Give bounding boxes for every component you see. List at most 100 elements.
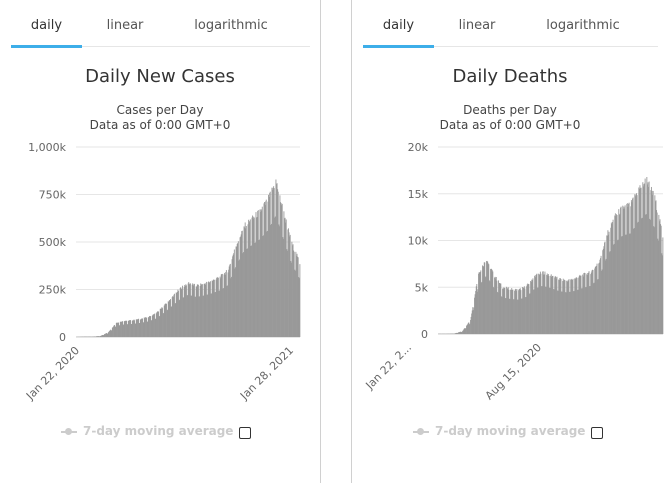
bar bbox=[296, 255, 297, 337]
bar bbox=[136, 319, 138, 337]
bar bbox=[584, 272, 586, 334]
bar bbox=[566, 280, 568, 334]
bar bbox=[285, 219, 287, 337]
bar bbox=[560, 279, 562, 334]
bar bbox=[240, 236, 242, 337]
bar bbox=[286, 249, 288, 337]
bar bbox=[496, 280, 498, 334]
tab-logarithmic[interactable]: logarithmic bbox=[546, 18, 620, 33]
bar bbox=[205, 281, 207, 337]
bar bbox=[241, 230, 243, 337]
bar bbox=[646, 177, 648, 334]
tab-daily[interactable]: daily bbox=[363, 0, 434, 48]
bar bbox=[265, 201, 267, 337]
bar bbox=[153, 314, 155, 337]
bar bbox=[562, 278, 564, 334]
bar bbox=[516, 289, 518, 334]
bar bbox=[585, 287, 587, 334]
bar bbox=[147, 317, 149, 337]
bar bbox=[157, 311, 159, 337]
bar bbox=[634, 196, 636, 334]
bar bbox=[262, 236, 264, 337]
bar bbox=[182, 285, 183, 337]
bar bbox=[213, 279, 215, 337]
bar bbox=[656, 210, 658, 334]
moving-average-checkbox[interactable] bbox=[591, 427, 603, 439]
bar bbox=[495, 276, 497, 334]
bar bbox=[211, 293, 212, 337]
bar bbox=[578, 277, 580, 334]
bar bbox=[135, 319, 137, 337]
bar bbox=[239, 259, 240, 337]
bar bbox=[506, 286, 508, 334]
bar bbox=[98, 336, 100, 337]
bar bbox=[223, 274, 225, 337]
bar bbox=[262, 235, 264, 337]
bar bbox=[543, 274, 545, 334]
bar bbox=[521, 298, 522, 334]
bar bbox=[219, 290, 220, 337]
bar bbox=[104, 333, 106, 337]
bar bbox=[649, 218, 651, 334]
bar bbox=[637, 221, 639, 334]
bar bbox=[643, 184, 645, 334]
bar bbox=[207, 294, 208, 337]
bar bbox=[296, 253, 298, 337]
bar bbox=[233, 253, 235, 337]
bar bbox=[225, 272, 227, 337]
bar bbox=[290, 262, 292, 337]
bar bbox=[481, 281, 483, 334]
bar bbox=[641, 217, 643, 334]
bar bbox=[289, 234, 291, 337]
bar bbox=[542, 271, 544, 334]
bar bbox=[598, 263, 600, 334]
bar bbox=[133, 319, 135, 337]
bar bbox=[549, 287, 551, 334]
bar bbox=[248, 219, 250, 337]
bar bbox=[276, 184, 277, 337]
bar bbox=[263, 203, 265, 337]
bar bbox=[644, 183, 646, 334]
tab-daily[interactable]: daily bbox=[11, 0, 82, 48]
bar bbox=[660, 225, 662, 334]
bar bbox=[228, 269, 230, 337]
bar bbox=[511, 288, 513, 334]
bar bbox=[193, 283, 195, 337]
bar bbox=[586, 274, 588, 334]
bar bbox=[162, 313, 164, 337]
y-tick-label: 0 bbox=[59, 331, 66, 344]
bar bbox=[177, 289, 179, 337]
bar bbox=[286, 250, 288, 337]
bar bbox=[246, 248, 248, 337]
bar bbox=[642, 182, 644, 334]
bar bbox=[106, 333, 108, 337]
bar bbox=[178, 300, 180, 337]
bar bbox=[563, 279, 565, 334]
bar bbox=[550, 275, 552, 334]
legend-moving-average[interactable]: 7-day moving average bbox=[435, 424, 586, 438]
legend-moving-average[interactable]: 7-day moving average bbox=[83, 424, 234, 438]
bar bbox=[199, 285, 201, 337]
bar bbox=[518, 289, 520, 334]
bar bbox=[171, 306, 173, 337]
bar bbox=[123, 321, 125, 337]
bar bbox=[220, 278, 222, 337]
tab-logarithmic[interactable]: logarithmic bbox=[194, 18, 268, 33]
tab-linear[interactable]: linear bbox=[458, 18, 496, 33]
tab-linear[interactable]: linear bbox=[106, 18, 144, 33]
bar bbox=[279, 195, 281, 337]
bar bbox=[650, 190, 652, 334]
bar bbox=[648, 186, 650, 334]
bar bbox=[235, 267, 236, 337]
bar bbox=[210, 293, 212, 337]
bar bbox=[655, 200, 657, 334]
bar bbox=[474, 294, 476, 334]
bar bbox=[513, 299, 514, 334]
bar bbox=[487, 261, 489, 334]
moving-average-checkbox[interactable] bbox=[239, 427, 251, 439]
bar bbox=[471, 310, 473, 334]
bar bbox=[623, 206, 625, 334]
bar bbox=[155, 318, 157, 337]
bar bbox=[466, 324, 468, 334]
bar bbox=[634, 194, 636, 334]
